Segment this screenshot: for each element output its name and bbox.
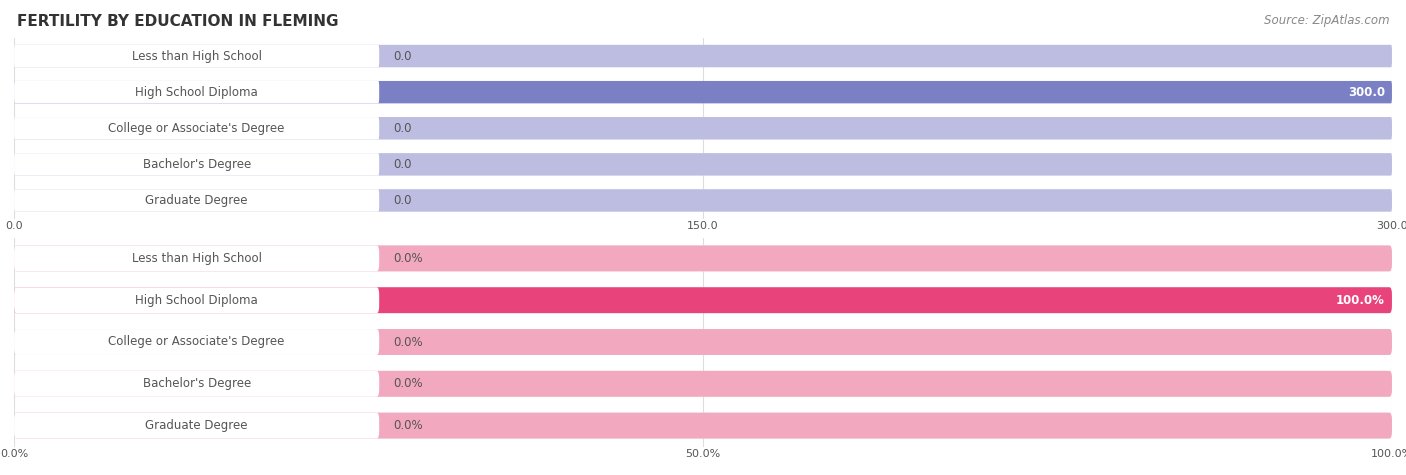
FancyBboxPatch shape <box>14 329 380 355</box>
Text: Less than High School: Less than High School <box>132 49 262 63</box>
FancyBboxPatch shape <box>14 153 1392 176</box>
FancyBboxPatch shape <box>14 287 1392 313</box>
Text: College or Associate's Degree: College or Associate's Degree <box>108 335 285 349</box>
FancyBboxPatch shape <box>14 287 1392 313</box>
Text: 0.0%: 0.0% <box>394 419 423 432</box>
Text: FERTILITY BY EDUCATION IN FLEMING: FERTILITY BY EDUCATION IN FLEMING <box>17 14 339 29</box>
FancyBboxPatch shape <box>14 81 1392 104</box>
Text: College or Associate's Degree: College or Associate's Degree <box>108 122 285 135</box>
Text: 300.0: 300.0 <box>1348 86 1385 99</box>
FancyBboxPatch shape <box>14 81 1392 104</box>
Text: 0.0: 0.0 <box>394 194 412 207</box>
FancyBboxPatch shape <box>14 246 1392 271</box>
FancyBboxPatch shape <box>14 371 1392 397</box>
Text: High School Diploma: High School Diploma <box>135 294 259 307</box>
FancyBboxPatch shape <box>14 413 1392 438</box>
FancyBboxPatch shape <box>14 413 380 438</box>
Text: Bachelor's Degree: Bachelor's Degree <box>142 158 250 171</box>
FancyBboxPatch shape <box>14 117 1392 140</box>
FancyBboxPatch shape <box>14 246 1392 271</box>
FancyBboxPatch shape <box>14 117 380 140</box>
FancyBboxPatch shape <box>14 329 1392 355</box>
FancyBboxPatch shape <box>14 81 380 104</box>
FancyBboxPatch shape <box>14 45 1392 67</box>
Text: 0.0: 0.0 <box>394 122 412 135</box>
FancyBboxPatch shape <box>14 189 1392 212</box>
FancyBboxPatch shape <box>14 45 380 67</box>
Text: 100.0%: 100.0% <box>1336 294 1385 307</box>
Text: Less than High School: Less than High School <box>132 252 262 265</box>
FancyBboxPatch shape <box>14 153 1392 176</box>
Text: Graduate Degree: Graduate Degree <box>145 194 247 207</box>
Text: 0.0: 0.0 <box>394 158 412 171</box>
Text: 0.0%: 0.0% <box>394 377 423 390</box>
FancyBboxPatch shape <box>14 413 1392 438</box>
Text: 0.0: 0.0 <box>394 49 412 63</box>
FancyBboxPatch shape <box>14 189 380 212</box>
FancyBboxPatch shape <box>14 45 1392 67</box>
FancyBboxPatch shape <box>14 329 1392 355</box>
Text: High School Diploma: High School Diploma <box>135 86 259 99</box>
FancyBboxPatch shape <box>14 153 380 176</box>
FancyBboxPatch shape <box>14 117 1392 140</box>
Text: Graduate Degree: Graduate Degree <box>145 419 247 432</box>
FancyBboxPatch shape <box>14 371 380 397</box>
FancyBboxPatch shape <box>14 287 380 313</box>
Text: 0.0%: 0.0% <box>394 335 423 349</box>
FancyBboxPatch shape <box>14 189 1392 212</box>
FancyBboxPatch shape <box>14 246 380 271</box>
FancyBboxPatch shape <box>14 371 1392 397</box>
Text: Bachelor's Degree: Bachelor's Degree <box>142 377 250 390</box>
Text: 0.0%: 0.0% <box>394 252 423 265</box>
Text: Source: ZipAtlas.com: Source: ZipAtlas.com <box>1264 14 1389 27</box>
